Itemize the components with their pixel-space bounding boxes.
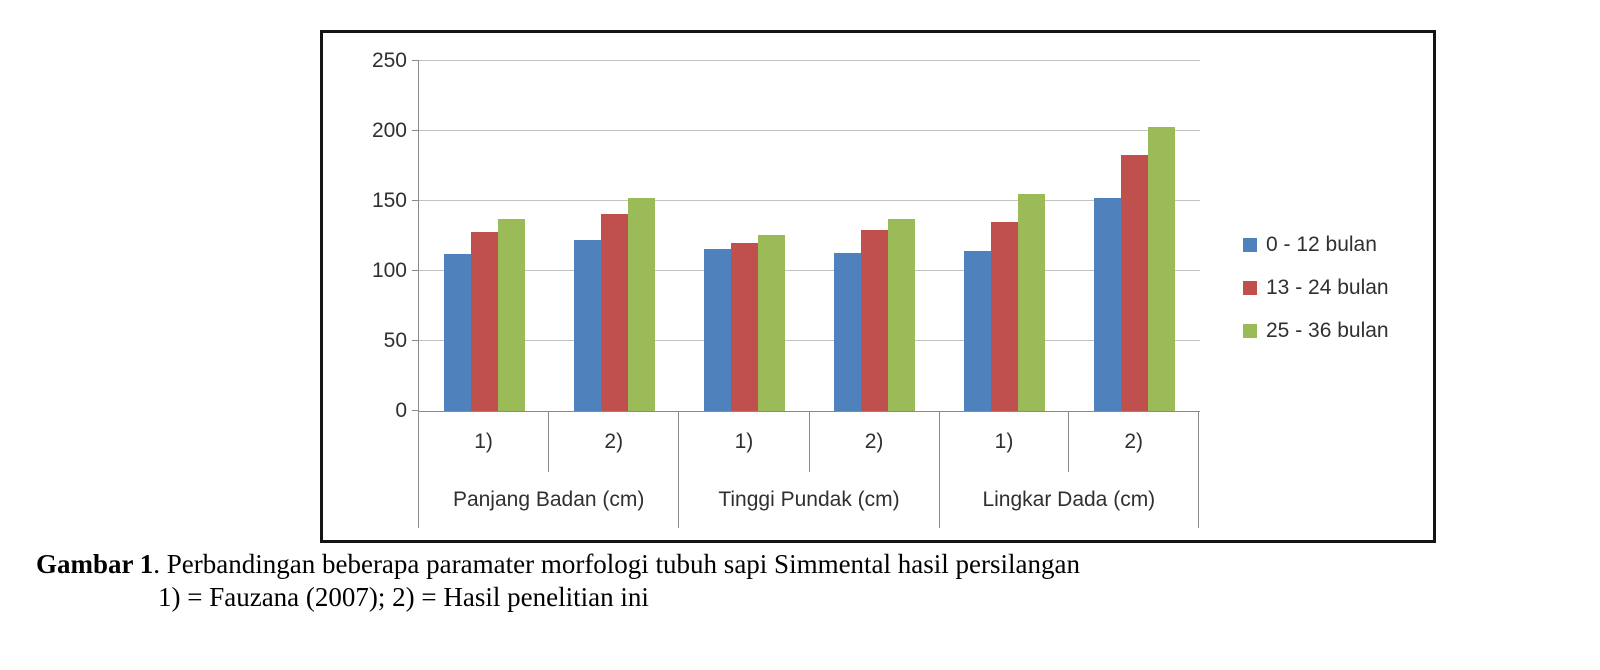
- gridline: [419, 130, 1200, 131]
- legend-swatch: [1243, 237, 1257, 252]
- bar-0-12bulan-cat6: [1094, 198, 1122, 411]
- x-axis-sub-label: 1): [679, 411, 810, 472]
- y-axis-tick-label: 250: [371, 49, 407, 72]
- bar-13-24bulan-cat2: [600, 213, 628, 411]
- y-axis-tick-label: 200: [371, 119, 407, 142]
- legend: 0 - 12 bulan 13 - 24 bulan 25 - 36 bulan: [1243, 223, 1389, 352]
- chart-frame: 0 50 100 150 200 250 1) 2) Panjang Badan (cm) 1)…: [320, 30, 1436, 543]
- legend-item: 0 - 12 bulan: [1243, 223, 1389, 266]
- gridline: [419, 60, 1200, 61]
- caption-label: Gambar 1: [36, 549, 154, 579]
- legend-label: 0 - 12 bulan: [1266, 232, 1377, 256]
- x-axis-group-label: Tinggi Pundak (cm): [718, 488, 900, 511]
- legend-item: 25 - 36 bulan: [1243, 309, 1389, 352]
- y-axis-tick: [412, 200, 419, 201]
- legend-swatch: [1243, 323, 1257, 338]
- bar-0-12bulan-cat4: [834, 252, 862, 411]
- caption-text: . Perbandingan beberapa paramater morfol…: [153, 549, 1080, 579]
- x-axis-group: 1) 2) Tinggi Pundak (cm): [678, 411, 938, 528]
- x-axis-sub-label: 2): [604, 429, 624, 453]
- bar-25-36bulan-cat6: [1148, 126, 1176, 411]
- y-axis-tick-label: 150: [371, 189, 407, 212]
- y-axis-tick: [412, 130, 419, 131]
- x-axis: 1) 2) Panjang Badan (cm) 1) 2) Tinggi Pundak …: [418, 411, 1199, 528]
- gridline: [419, 200, 1200, 201]
- bar-13-24bulan-cat3: [730, 243, 758, 411]
- bar-13-24bulan-cat5: [991, 222, 1019, 411]
- bar-25-36bulan-cat1: [497, 219, 525, 411]
- figure-caption-line2: 1) = Fauzana (2007); 2) = Hasil peneliti…: [158, 582, 649, 612]
- x-axis-sub-label: 2): [864, 429, 884, 453]
- legend-label: 25 - 36 bulan: [1266, 318, 1389, 342]
- y-axis-tick: [412, 410, 419, 411]
- x-axis-group: 1) 2) Lingkar Dada (cm): [938, 411, 1199, 528]
- legend-item: 13 - 24 bulan: [1243, 266, 1389, 309]
- legend-swatch: [1243, 280, 1257, 295]
- bar-0-12bulan-cat1: [443, 254, 471, 411]
- bar-0-12bulan-cat3: [703, 248, 731, 411]
- x-axis-sub-label: 1): [940, 411, 1070, 472]
- bar-0-12bulan-cat5: [964, 251, 992, 411]
- x-axis-group: 1) 2) Panjang Badan (cm): [418, 411, 678, 528]
- y-axis-tick: [412, 340, 419, 341]
- figure-caption: Gambar 1. Perbandingan beberapa paramate…: [36, 547, 1216, 582]
- bar-25-36bulan-cat2: [627, 198, 655, 411]
- bar-25-36bulan-cat4: [888, 219, 916, 411]
- x-axis-group-label: Panjang Badan (cm): [452, 488, 645, 511]
- x-axis-subrow: 1) 2): [679, 411, 938, 472]
- y-axis-tick-label: 50: [383, 329, 407, 352]
- legend-label: 13 - 24 bulan: [1266, 275, 1389, 299]
- gridline: [419, 270, 1200, 271]
- bar-25-36bulan-cat5: [1018, 194, 1046, 411]
- bar-0-12bulan-cat2: [573, 240, 601, 411]
- y-axis-tick-label: 100: [371, 259, 407, 282]
- x-axis-group-label: Lingkar Dada (cm): [982, 488, 1156, 511]
- y-axis-tick: [412, 60, 419, 61]
- bar-13-24bulan-cat4: [861, 230, 889, 411]
- bar-25-36bulan-cat3: [757, 234, 785, 411]
- bar-13-24bulan-cat6: [1121, 154, 1149, 411]
- x-axis-sub-label: 2): [1124, 429, 1143, 453]
- bar-13-24bulan-cat1: [470, 231, 498, 411]
- y-axis-tick-label: 0: [395, 399, 407, 422]
- gridline: [419, 340, 1200, 341]
- y-axis-tick: [412, 270, 419, 271]
- plot-area: 0 50 100 150 200 250: [372, 50, 1200, 422]
- x-axis-subrow: 1) 2): [419, 411, 678, 472]
- x-axis-sub-label: 1): [419, 411, 550, 472]
- x-axis-subrow: 1) 2): [940, 411, 1198, 472]
